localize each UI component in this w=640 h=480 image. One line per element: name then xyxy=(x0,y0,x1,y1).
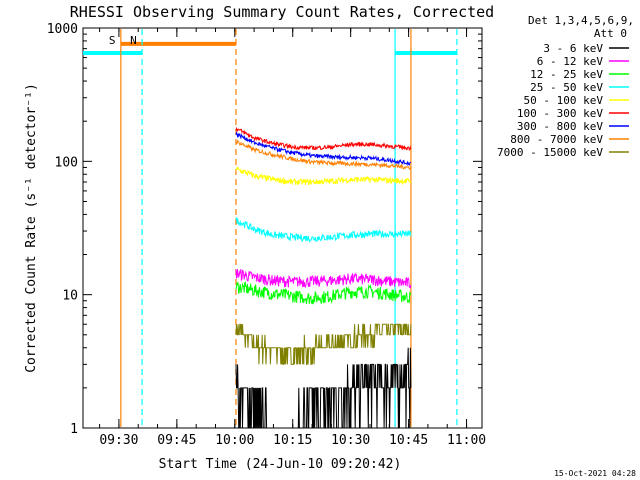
flag-annotation: N xyxy=(130,34,137,47)
x-tick-label: 11:00 xyxy=(447,433,486,448)
y-tick-label: 1 xyxy=(70,422,78,437)
x-tick-label: 09:30 xyxy=(99,433,138,448)
x-tick-label: 10:15 xyxy=(273,433,312,448)
legend-header-line-2: Att 0 xyxy=(594,27,627,40)
legend-label: 12 - 25 keV xyxy=(530,68,603,81)
series-line xyxy=(235,323,412,365)
y-tick-label: 10 xyxy=(62,289,78,304)
legend-label: 100 - 300 keV xyxy=(517,107,603,120)
y-tick-label: 100 xyxy=(55,155,78,170)
legend-label: 300 - 800 keV xyxy=(517,120,603,133)
plot-area: 1 10 100 1000 09:30 09:45 10:00 10:15 10:30 10:45… xyxy=(47,22,486,448)
x-tick-label: 10:30 xyxy=(331,433,370,448)
y-tick-label: 1000 xyxy=(47,22,78,37)
x-tick-label: 10:45 xyxy=(389,433,428,448)
chart-title: RHESSI Observing Summary Count Rates, Co… xyxy=(70,3,494,21)
footer-timestamp: 15-Oct-2021 04:28 xyxy=(554,469,636,478)
legend-label: 6 - 12 keV xyxy=(537,55,604,68)
legend-label: 7000 - 15000 keV xyxy=(497,146,603,159)
x-tick-label: 10:00 xyxy=(215,433,254,448)
flag-annotation: S xyxy=(109,34,116,47)
series-line xyxy=(235,347,412,429)
legend-label: 25 - 50 keV xyxy=(530,81,603,94)
series-line xyxy=(235,281,412,305)
series-line xyxy=(235,131,412,167)
series-line xyxy=(235,269,412,290)
series-line xyxy=(235,126,412,151)
series-line xyxy=(235,139,412,171)
series-line xyxy=(235,165,412,186)
y-axis-label: Corrected Count Rate (s⁻¹ detector⁻¹) xyxy=(24,83,39,373)
legend-label: 50 - 100 keV xyxy=(524,94,604,107)
series-line xyxy=(235,217,412,243)
legend-label: 800 - 7000 keV xyxy=(510,133,603,146)
plot-frame xyxy=(82,27,483,429)
legend-header-line-1: Det 1,3,4,5,6,9, xyxy=(528,14,634,27)
x-axis-label: Start Time (24-Jun-10 09:20:42) xyxy=(159,457,402,472)
legend-label: 3 - 6 keV xyxy=(543,42,603,55)
x-tick-label: 09:45 xyxy=(157,433,196,448)
